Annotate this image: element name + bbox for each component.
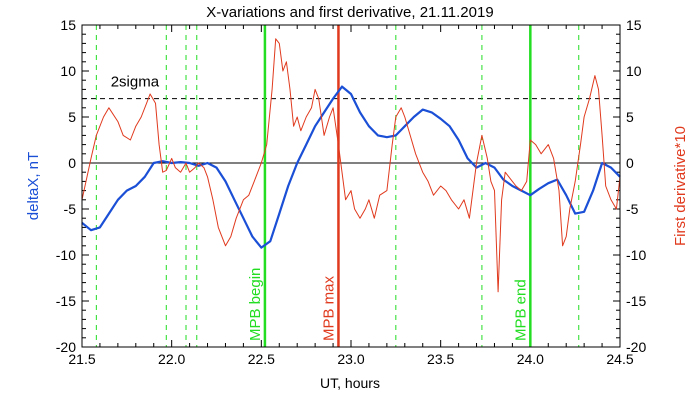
y-tick-label-left: 0 — [68, 155, 76, 171]
x-axis-label: UT, hours — [320, 375, 380, 391]
series-line-deltaX — [81, 85, 621, 249]
vertical-line-label: MPB end — [512, 279, 529, 341]
y-tick-label-right: 15 — [626, 17, 642, 33]
y-tick-label-left: 15 — [60, 17, 76, 33]
series-line-derivative — [81, 38, 621, 293]
x-tick-label: 22.0 — [158, 351, 185, 367]
y-tick-label-right: -20 — [626, 339, 646, 355]
y-tick-label-left: -20 — [56, 339, 76, 355]
x-tick-label: 23.5 — [427, 351, 454, 367]
x-tick-label: 24.0 — [517, 351, 544, 367]
y-tick-label-right: 10 — [626, 63, 642, 79]
y-tick-label-right: 5 — [626, 109, 634, 125]
sigma-label: 2sigma — [111, 74, 160, 91]
y-tick-label-left: -15 — [56, 293, 76, 309]
x-tick-label: 21.5 — [68, 351, 95, 367]
vertical-line-label: MPB begin — [247, 268, 264, 341]
y-tick-label-left: 5 — [68, 109, 76, 125]
y-tick-label-left: -10 — [56, 247, 76, 263]
y-tick-label-left: -5 — [64, 201, 77, 217]
x-tick-label: 23.0 — [337, 351, 364, 367]
y-axis-left-label: deltaX, nT — [25, 152, 42, 220]
y-tick-label-right: -5 — [626, 201, 639, 217]
y-axis-right-label: First derivative*10 — [672, 126, 689, 246]
x-tick-label: 22.5 — [248, 351, 275, 367]
plot-area: 21.5 22.0 22.5 23.0 23.5 24.0 24.5-20 -20-15 -15… — [56, 17, 647, 367]
y-tick-label-right: -15 — [626, 293, 646, 309]
y-tick-label-right: 0 — [626, 155, 634, 171]
plot-frame — [81, 24, 621, 348]
x-tick-label: 24.5 — [606, 351, 633, 367]
y-tick-label-right: -10 — [626, 247, 646, 263]
vertical-line-label: MPB max — [320, 275, 337, 341]
y-tick-label-left: 10 — [60, 63, 76, 79]
chart-title: X-variations and first derivative, 21.11… — [206, 4, 493, 21]
